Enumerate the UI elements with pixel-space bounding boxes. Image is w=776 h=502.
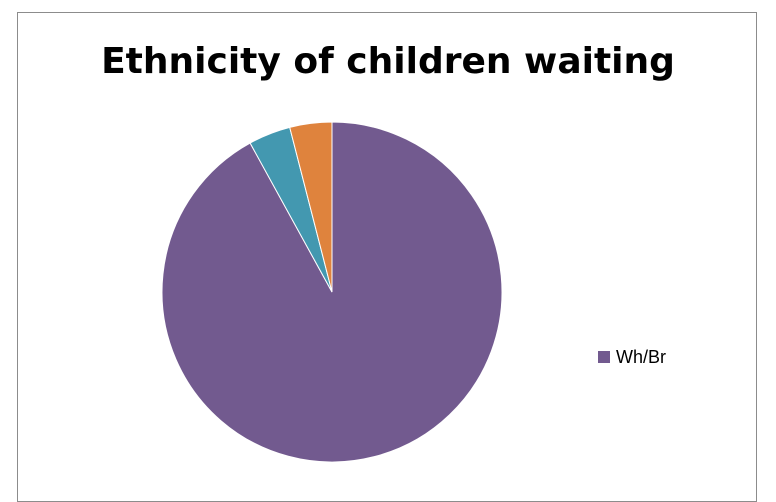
pie-chart (161, 121, 503, 463)
pie-slice-1 (161, 121, 503, 463)
legend: Wh/Br (598, 347, 666, 367)
pie-slice-3 (289, 121, 333, 293)
legend-swatch (598, 351, 610, 363)
legend-label: Wh/Br (616, 347, 667, 367)
chart-title: Ethnicity of children waiting (101, 41, 675, 82)
